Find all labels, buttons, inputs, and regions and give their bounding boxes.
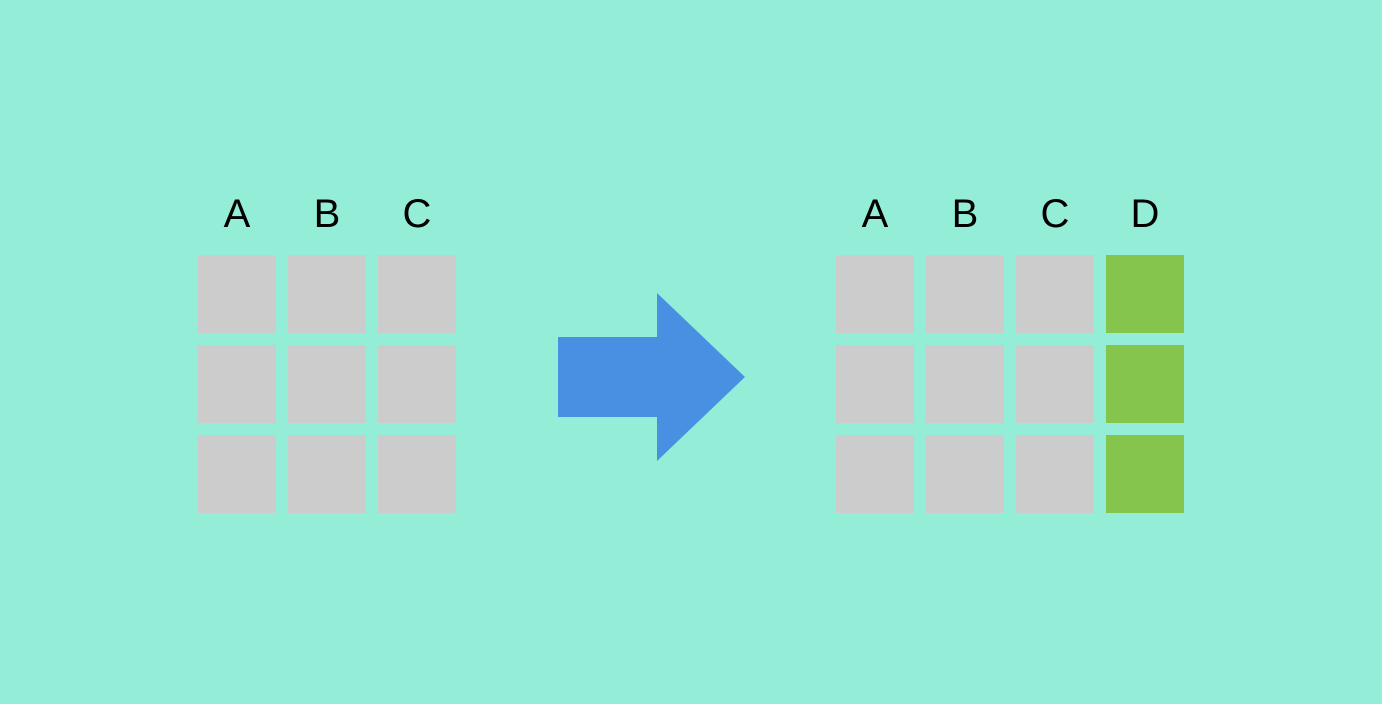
grid-cell bbox=[926, 435, 1004, 513]
grid-cell bbox=[288, 435, 366, 513]
right-grid: ABCD bbox=[836, 192, 1184, 513]
right-grid-cells bbox=[836, 255, 1184, 513]
column-header: C bbox=[378, 192, 456, 237]
grid-row bbox=[198, 255, 456, 333]
grid-cell bbox=[836, 345, 914, 423]
column-header: A bbox=[836, 192, 914, 237]
left-grid-cells bbox=[198, 255, 456, 513]
grid-cell bbox=[378, 345, 456, 423]
grid-cell bbox=[378, 255, 456, 333]
right-grid-headers: ABCD bbox=[836, 192, 1184, 237]
left-grid: ABC bbox=[198, 192, 456, 513]
grid-cell bbox=[836, 255, 914, 333]
arrow-right-icon bbox=[536, 277, 756, 477]
left-grid-headers: ABC bbox=[198, 192, 456, 237]
grid-cell bbox=[288, 345, 366, 423]
arrow-container bbox=[536, 277, 756, 477]
grid-cell bbox=[1016, 345, 1094, 423]
grid-row bbox=[836, 435, 1184, 513]
grid-row bbox=[198, 435, 456, 513]
grid-cell bbox=[198, 255, 276, 333]
grid-row bbox=[836, 255, 1184, 333]
grid-row bbox=[198, 345, 456, 423]
grid-cell bbox=[1016, 435, 1094, 513]
grid-row bbox=[836, 345, 1184, 423]
column-header: B bbox=[926, 192, 1004, 237]
grid-cell bbox=[378, 435, 456, 513]
grid-cell bbox=[1016, 255, 1094, 333]
grid-cell bbox=[288, 255, 366, 333]
column-header: A bbox=[198, 192, 276, 237]
grid-cell bbox=[926, 255, 1004, 333]
column-header: C bbox=[1016, 192, 1094, 237]
grid-cell bbox=[926, 345, 1004, 423]
grid-cell bbox=[836, 435, 914, 513]
grid-cell bbox=[1106, 255, 1184, 333]
grid-cell bbox=[1106, 435, 1184, 513]
column-header: B bbox=[288, 192, 366, 237]
grid-cell bbox=[1106, 345, 1184, 423]
grid-cell bbox=[198, 345, 276, 423]
column-header: D bbox=[1106, 192, 1184, 237]
grid-cell bbox=[198, 435, 276, 513]
